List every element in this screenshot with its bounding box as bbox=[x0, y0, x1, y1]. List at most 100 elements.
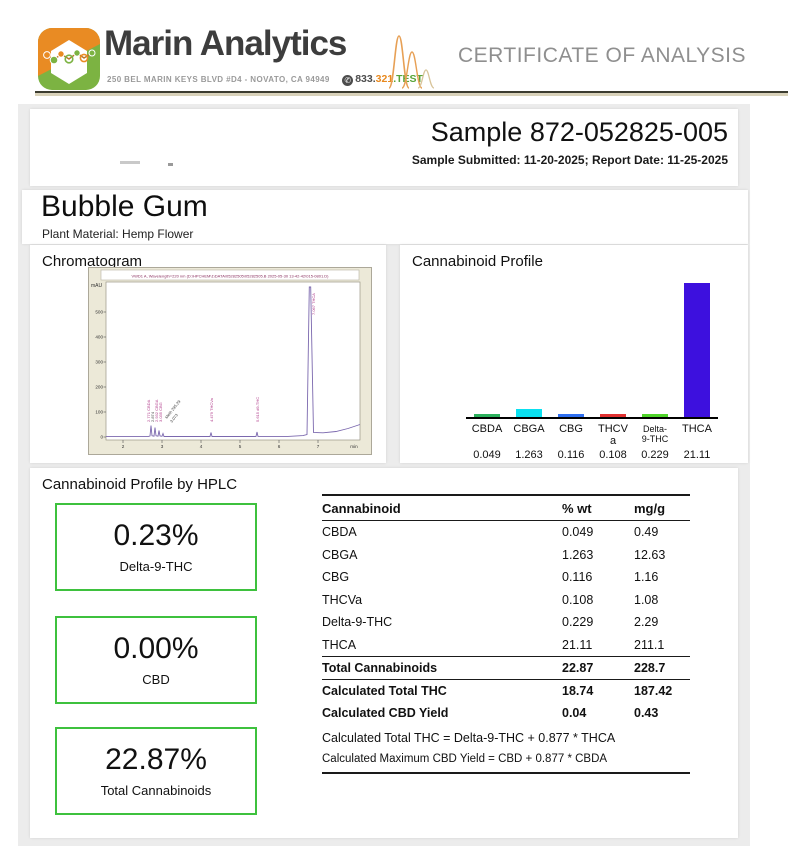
result-box-cbd: 0.00% CBD bbox=[55, 616, 257, 704]
bar-labels: CBDA CBGA CBG THCV a Delta- 9-THC THCA bbox=[466, 419, 718, 447]
svg-text:2.932 CBGA: 2.932 CBGA bbox=[154, 399, 159, 422]
product-material: Plant Material: Hemp Flower bbox=[42, 227, 194, 241]
bar-thca bbox=[684, 283, 710, 417]
bar-column bbox=[676, 283, 718, 417]
cbd-formula-note: Calculated Maximum CBD Yield = CBD + 0.8… bbox=[322, 750, 690, 774]
result-value: 0.23% bbox=[113, 519, 199, 552]
report-body: Sample 872-052825-005 Sample Submitted: … bbox=[18, 104, 750, 846]
phone-icon: ✆ bbox=[342, 75, 354, 86]
hplc-chromatogram-plot: VWD1 A, Wavelength=220 nm (D:\HPCHEM\1\D… bbox=[88, 267, 372, 455]
bar-cbga bbox=[516, 409, 542, 417]
y-axis-unit: mAU bbox=[91, 283, 103, 289]
lab-phone: ✆ 833.321.TEST bbox=[342, 73, 423, 86]
bar-thcva bbox=[600, 414, 626, 417]
svg-text:3.035 CBG: 3.035 CBG bbox=[158, 402, 163, 422]
result-value: 0.00% bbox=[113, 632, 199, 665]
svg-text:7.067 THCA: 7.067 THCA bbox=[311, 293, 316, 315]
phone-part-1: 833. bbox=[355, 73, 376, 85]
chromatogram-peaks-icon bbox=[388, 35, 435, 89]
profile-section-title: Cannabinoid Profile bbox=[412, 253, 543, 270]
col-header-cannabinoid: Cannabinoid bbox=[322, 500, 401, 516]
sample-dates: Sample Submitted: 11-20-2025; Report Dat… bbox=[411, 153, 728, 167]
bar-delta-9-thc bbox=[642, 414, 668, 417]
svg-text:400: 400 bbox=[95, 335, 103, 340]
table-row: CBGA 1.263 12.63 bbox=[322, 547, 666, 562]
table-row: CBG 0.116 1.16 bbox=[322, 570, 659, 585]
bar-column bbox=[592, 414, 634, 417]
hplc-results-card: Cannabinoid Profile by HPLC 0.23% Delta-… bbox=[30, 468, 738, 838]
svg-text:7: 7 bbox=[317, 444, 320, 449]
table-row: Delta-9-THC 0.229 2.29 bbox=[322, 615, 659, 630]
document-title: CERTIFICATE OF ANALYSIS bbox=[457, 44, 746, 67]
svg-text:2: 2 bbox=[122, 444, 125, 449]
bar-column bbox=[508, 409, 550, 417]
x-axis-ticks: 2 3 4 5 6 7 min bbox=[122, 444, 358, 449]
svg-text:2.874: 2.874 bbox=[150, 411, 155, 422]
peak-labels: 2.771 CBDA 2.874 2.932 CBGA 3.035 CBG Me… bbox=[146, 293, 316, 424]
table-row-calculated-cbd-yield: Calculated CBD Yield 0.04 0.43 bbox=[322, 706, 659, 720]
bar-value: 21.11 bbox=[683, 449, 711, 462]
bar-value: 0.229 bbox=[641, 449, 669, 462]
bar-cbda bbox=[474, 414, 500, 417]
sample-info-card: Sample 872-052825-005 Sample Submitted: … bbox=[30, 109, 738, 186]
bar-label: CBG bbox=[559, 423, 583, 435]
bar-value: 0.049 bbox=[473, 449, 501, 462]
svg-text:0: 0 bbox=[100, 435, 103, 440]
cannabinoid-table: Cannabinoid % wt mg/g CBDA 0.049 0.49 CBGA… bbox=[322, 494, 690, 774]
header: Marin Analytics 250 BEL MARIN KEYS BLVD … bbox=[0, 0, 810, 104]
bar-column bbox=[466, 414, 508, 417]
x-axis-unit: min bbox=[350, 444, 358, 449]
product-card: Bubble Gum Plant Material: Hemp Flower bbox=[22, 190, 748, 244]
molecule-logo-icon bbox=[38, 28, 100, 90]
table-row: CBDA 0.049 0.49 bbox=[322, 525, 659, 540]
col-header-wt: % wt bbox=[562, 500, 592, 516]
bar-value: 0.108 bbox=[599, 449, 627, 462]
bar-label: THCA bbox=[682, 423, 712, 435]
brand-subline: 250 BEL MARIN KEYS BLVD #D4 - NOVATO, CA… bbox=[107, 69, 487, 87]
chromatogram-card: Chromatogram VWD1 A, Wavelength=220 nm (… bbox=[30, 245, 386, 463]
svg-text:4.479 THCVa: 4.479 THCVa bbox=[209, 397, 214, 422]
bar-label: CBGA bbox=[513, 423, 545, 435]
product-name: Bubble Gum bbox=[41, 190, 208, 223]
sample-id: Sample 872-052825-005 bbox=[430, 117, 728, 147]
bar-column bbox=[550, 414, 592, 417]
redacted-smudge bbox=[168, 163, 173, 166]
svg-text:5: 5 bbox=[239, 444, 242, 449]
svg-text:5.615 d9-THC: 5.615 d9-THC bbox=[255, 397, 260, 422]
result-box-delta9thc: 0.23% Delta-9-THC bbox=[55, 503, 257, 591]
svg-text:3.073: 3.073 bbox=[169, 412, 180, 424]
result-label: Total Cannabinoids bbox=[100, 783, 212, 798]
svg-text:200: 200 bbox=[95, 385, 103, 390]
result-label: Delta-9-THC bbox=[119, 559, 193, 574]
cannabinoid-profile-card: Cannabinoid Profile CBDA CBGA CBG THCV a… bbox=[400, 245, 748, 463]
brand-logo bbox=[38, 28, 100, 90]
phone-part-2: 321 bbox=[375, 73, 394, 85]
table-header-row: Cannabinoid % wt mg/g bbox=[322, 494, 690, 521]
thc-formula-note: Calculated Total THC = Delta-9-THC + 0.8… bbox=[322, 731, 616, 745]
table-row-total-cannabinoids: Total Cannabinoids 22.87 228.7 bbox=[322, 656, 690, 679]
table-row-calculated-total-thc: Calculated Total THC 18.74 187.42 bbox=[322, 679, 690, 702]
result-box-total-cannabinoids: 22.87% Total Cannabinoids bbox=[55, 727, 257, 815]
svg-text:500: 500 bbox=[95, 310, 103, 315]
bar-label: THCV a bbox=[598, 423, 628, 448]
svg-text:2.771 CBDA: 2.771 CBDA bbox=[146, 399, 151, 422]
svg-text:6: 6 bbox=[278, 444, 281, 449]
table-row: THCA 21.11 211.1 bbox=[322, 637, 665, 652]
bar-values: 0.049 1.263 0.116 0.108 0.229 21.11 bbox=[466, 447, 718, 461]
bar-value: 1.263 bbox=[515, 449, 543, 462]
bars-row bbox=[466, 281, 718, 419]
chromatogram-trace bbox=[106, 286, 361, 438]
chromatogram-section-title: Chromatogram bbox=[42, 253, 143, 270]
phone-part-3: .TEST bbox=[393, 73, 423, 85]
cannabinoid-bar-chart: CBDA CBGA CBG THCV a Delta- 9-THC THCA 0… bbox=[466, 281, 718, 461]
bar-cbg bbox=[558, 414, 584, 417]
hplc-section-title: Cannabinoid Profile by HPLC bbox=[42, 476, 238, 493]
bar-value: 0.116 bbox=[557, 449, 585, 462]
bar-column bbox=[634, 414, 676, 417]
svg-text:100: 100 bbox=[95, 410, 103, 415]
lab-address: 250 BEL MARIN KEYS BLVD #D4 - NOVATO, CA… bbox=[107, 75, 330, 84]
chromatogram-window-title: VWD1 A, Wavelength=220 nm (D:\HPCHEM\1\D… bbox=[131, 273, 329, 278]
col-header-mg: mg/g bbox=[634, 500, 666, 516]
bar-label: Delta- 9-THC bbox=[641, 424, 669, 444]
